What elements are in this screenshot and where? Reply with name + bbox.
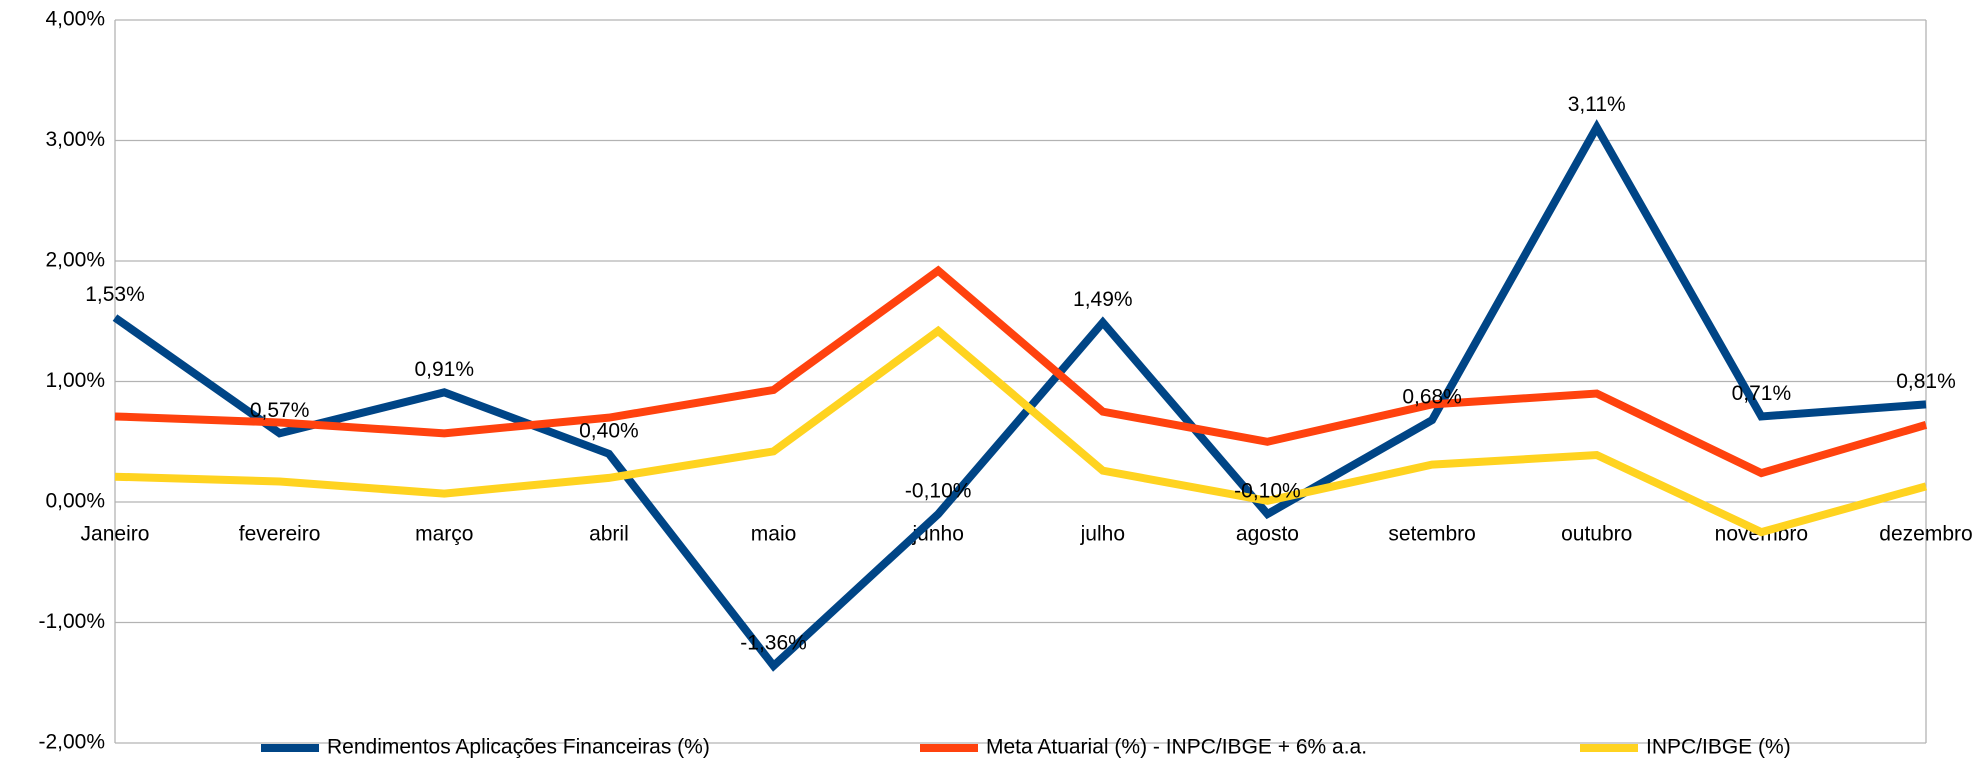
legend-label: Rendimentos Aplicações Financeiras (%) [327, 736, 710, 759]
y-tick-label: 4,00% [45, 8, 105, 31]
x-tick-label: outubro [1561, 523, 1632, 546]
x-tick-label: dezembro [1879, 523, 1972, 546]
x-tick-label: março [415, 523, 473, 546]
series-line [114, 325, 1928, 537]
x-tick-label: abril [589, 523, 629, 546]
x-tick-label: setembro [1388, 523, 1476, 546]
x-tick-label: Janeiro [81, 523, 150, 546]
x-tick-label: fevereiro [239, 523, 321, 546]
data-label: 0,71% [1732, 382, 1792, 405]
data-label: -1,36% [740, 631, 807, 654]
data-label: 0,91% [414, 358, 474, 381]
legend-label: Meta Atuarial (%) - INPC/IBGE + 6% a.a. [986, 736, 1367, 759]
y-tick-label: 2,00% [45, 249, 105, 272]
series-line [112, 119, 1927, 672]
x-tick-label: agosto [1236, 523, 1299, 546]
y-tick-label: -1,00% [38, 610, 105, 633]
y-tick-label: 3,00% [45, 128, 105, 151]
data-label: 0,68% [1402, 386, 1462, 409]
data-label: 0,40% [579, 419, 639, 442]
legend-label: INPC/IBGE (%) [1646, 736, 1791, 759]
data-label: 1,49% [1073, 288, 1133, 311]
data-label: 0,57% [250, 399, 310, 422]
data-label: 1,53% [85, 283, 145, 306]
y-tick-label: 1,00% [45, 369, 105, 392]
data-label: -0,10% [905, 480, 972, 503]
data-label: -0,10% [1234, 480, 1301, 503]
y-tick-label: -2,00% [38, 731, 105, 754]
y-tick-label: 0,00% [45, 490, 105, 513]
data-label: 0,81% [1896, 370, 1956, 393]
series-line [114, 265, 1928, 478]
x-tick-label: maio [751, 523, 797, 546]
x-tick-label: julho [1080, 523, 1125, 546]
data-label: 3,11% [1568, 93, 1626, 116]
